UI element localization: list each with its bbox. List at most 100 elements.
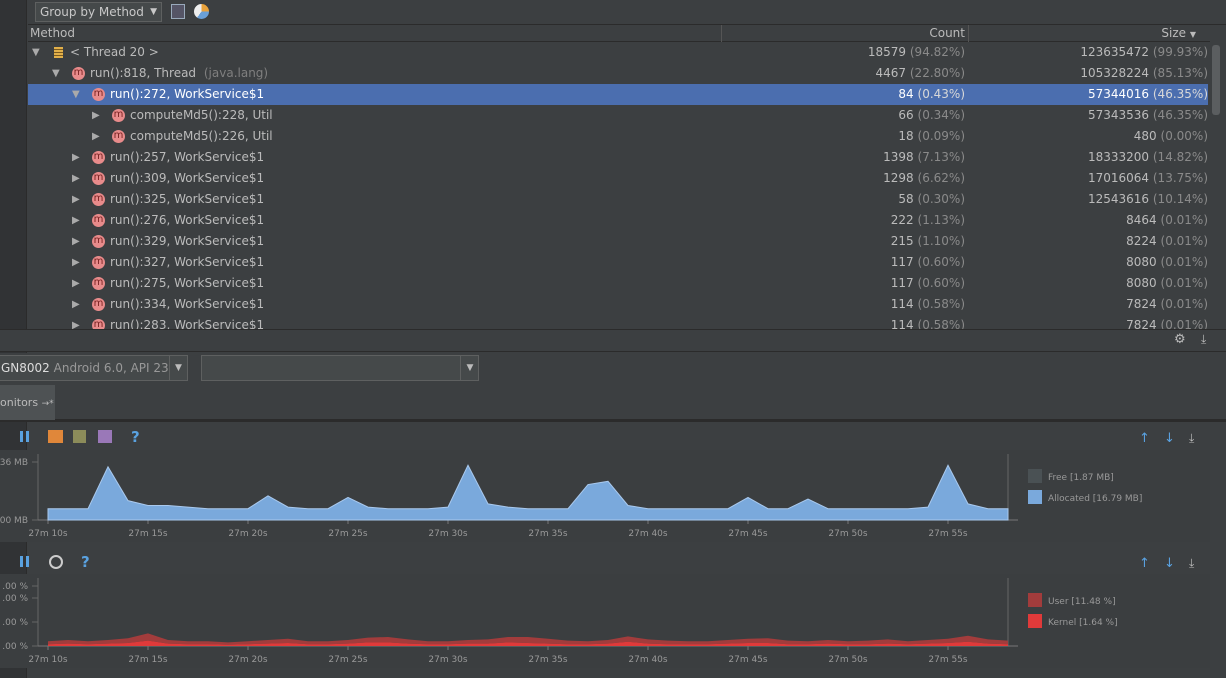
scroll-thumb[interactable] xyxy=(1212,45,1220,115)
x-tick-label: 27m 40s xyxy=(628,655,668,665)
alloc-icon[interactable] xyxy=(98,430,112,443)
legend-swatch xyxy=(1028,593,1042,607)
scroll-down-icon[interactable]: ↓ xyxy=(1164,556,1175,571)
method-icon: m xyxy=(92,193,105,206)
count: 1298 xyxy=(883,171,914,185)
x-tick-label: 27m 55s xyxy=(928,529,968,539)
method-icon: m xyxy=(92,277,105,290)
tree-row[interactable]: ▶ m run():283, WorkService$1 114 (0.58%) 782… xyxy=(28,315,1208,329)
tree-row[interactable]: ▶ m computeMd5():228, Util 66 (0.34%) 573435… xyxy=(28,105,1208,126)
export-icon[interactable] xyxy=(171,4,185,19)
export-icon[interactable]: ⤓ xyxy=(1189,431,1195,445)
legend-label: User [11.48 %] xyxy=(1048,597,1116,607)
expand-arrow: ▶ xyxy=(72,257,80,268)
legend-swatch xyxy=(1028,490,1042,504)
tree-row[interactable]: ▶ m computeMd5():226, Util 18 (0.09%) 480 (0… xyxy=(28,126,1208,147)
x-tick-label: 27m 15s xyxy=(128,529,168,539)
y-tick-label: .00 % xyxy=(2,594,28,604)
tree-row[interactable]: ▼ m run():818, Thread (java.lang) 4467 (22.… xyxy=(28,63,1208,84)
timer-icon[interactable] xyxy=(49,555,63,569)
tree-row[interactable]: ▶ m run():327, WorkService$1 117 (0.60%) 808… xyxy=(28,252,1208,273)
group-by-dropdown[interactable]: Group by Method ▼ xyxy=(35,2,162,22)
tree-row[interactable]: ▼ < Thread 20 > 18579 (94.82%) 123635472 (9… xyxy=(28,42,1208,63)
pause-icon[interactable] xyxy=(26,556,29,567)
column-header[interactable]: Size ▼ xyxy=(1161,25,1196,43)
size: 57344016 xyxy=(1087,87,1150,101)
size: 8080 xyxy=(1126,255,1157,269)
tree-row[interactable]: ▶ m run():257, WorkService$1 1398 (7.13%) 18… xyxy=(28,147,1208,168)
tree-row[interactable]: ▶ m run():275, WorkService$1 117 (0.60%) 808… xyxy=(28,273,1208,294)
tree-row[interactable]: ▶ m run():325, WorkService$1 58 (0.30%) 1254… xyxy=(28,189,1208,210)
pause-icon[interactable] xyxy=(20,431,23,442)
method-icon: m xyxy=(92,88,105,101)
scroll-up-icon[interactable]: ↑ xyxy=(1139,556,1150,571)
column-header[interactable]: Count xyxy=(929,26,965,40)
settings-icon[interactable]: ⚙ xyxy=(1174,332,1186,347)
device-dropdown[interactable]: GN8002 Android 6.0, API 23 ▼ xyxy=(0,355,188,381)
x-tick-label: 27m 55s xyxy=(928,655,968,665)
size-percent: (13.75%) xyxy=(1152,171,1208,185)
tree-row[interactable]: ▶ m run():276, WorkService$1 222 (1.13%) 846… xyxy=(28,210,1208,231)
scroll-down-icon[interactable]: ↓ xyxy=(1164,431,1175,446)
hide-icon[interactable]: ⤓ xyxy=(1201,332,1207,346)
size-cell: 480 (0.00%) xyxy=(1134,126,1208,147)
tab-pin: →* xyxy=(41,399,54,409)
size-cell: 8224 (0.01%) xyxy=(1126,231,1208,252)
legend-swatch xyxy=(1028,469,1042,483)
x-tick-label: 27m 45s xyxy=(728,529,768,539)
tree-row[interactable]: ▼ m run():272, WorkService$1 84 (0.43%) 5734… xyxy=(28,84,1208,105)
count-cell: 117 (0.60%) xyxy=(891,273,965,294)
count: 215 xyxy=(890,234,914,248)
help-icon[interactable]: ? xyxy=(81,553,90,571)
x-tick-label: 27m 30s xyxy=(428,655,468,665)
method-name: run():334, WorkService$1 xyxy=(110,297,265,311)
count: 114 xyxy=(890,297,914,311)
tree-row[interactable]: ▶ m run():334, WorkService$1 114 (0.58%) 782… xyxy=(28,294,1208,315)
column-header[interactable]: Method xyxy=(30,26,76,40)
expand-arrow: ▶ xyxy=(92,110,100,121)
tree-row[interactable]: ▶ m run():309, WorkService$1 1298 (6.62%) 17… xyxy=(28,168,1208,189)
dump-icon[interactable] xyxy=(73,430,86,443)
count-cell: 66 (0.34%) xyxy=(898,105,965,126)
size-percent: (14.82%) xyxy=(1152,150,1208,164)
count-percent: (7.13%) xyxy=(917,150,965,164)
y-tick-label: .00 % xyxy=(2,582,28,592)
chart-icon[interactable] xyxy=(194,4,209,19)
count-percent: (22.80%) xyxy=(909,66,965,80)
count-cell: 4467 (22.80%) xyxy=(876,63,966,84)
help-icon[interactable]: ? xyxy=(131,428,140,446)
thread-icon xyxy=(54,47,63,58)
size-percent: (0.01%) xyxy=(1160,234,1208,248)
method-icon: m xyxy=(92,172,105,185)
pause-icon[interactable] xyxy=(26,431,29,442)
method-name: computeMd5():226, Util xyxy=(130,129,273,143)
count-percent: (0.09%) xyxy=(917,129,965,143)
x-tick-label: 27m 10s xyxy=(28,655,68,665)
method-name: run():327, WorkService$1 xyxy=(110,255,265,269)
group-by-label: Group by Method xyxy=(40,5,144,19)
count-percent: (1.10%) xyxy=(917,234,965,248)
legend-label: Allocated [16.79 MB] xyxy=(1048,494,1142,504)
count-cell: 84 (0.43%) xyxy=(898,84,965,105)
count-percent: (0.60%) xyxy=(917,255,965,269)
scroll-up-icon[interactable]: ↑ xyxy=(1139,431,1150,446)
gc-icon[interactable] xyxy=(48,430,63,443)
method-icon: m xyxy=(112,109,125,122)
size-cell: 57343536 (46.35%) xyxy=(1088,105,1208,126)
size-cell: 18333200 (14.82%) xyxy=(1088,147,1208,168)
export-icon[interactable]: ⤓ xyxy=(1189,556,1195,570)
count: 18 xyxy=(898,129,914,143)
tab-bar: onitors →* xyxy=(0,383,1226,420)
x-tick-label: 27m 30s xyxy=(428,529,468,539)
method-icon: m xyxy=(92,256,105,269)
process-dropdown[interactable]: ▼ xyxy=(201,355,479,381)
size-cell: 57344016 (46.35%) xyxy=(1088,84,1208,105)
pause-icon[interactable] xyxy=(20,556,23,567)
size-cell: 123635472 (99.93%) xyxy=(1080,42,1208,63)
x-tick-label: 27m 25s xyxy=(328,529,368,539)
count: 84 xyxy=(898,87,914,101)
legend-label: Free [1.87 MB] xyxy=(1048,473,1114,483)
monitors-tab[interactable]: onitors →* xyxy=(0,385,55,420)
tree-row[interactable]: ▶ m run():329, WorkService$1 215 (1.10%) 822… xyxy=(28,231,1208,252)
method-name: run():329, WorkService$1 xyxy=(110,234,265,248)
